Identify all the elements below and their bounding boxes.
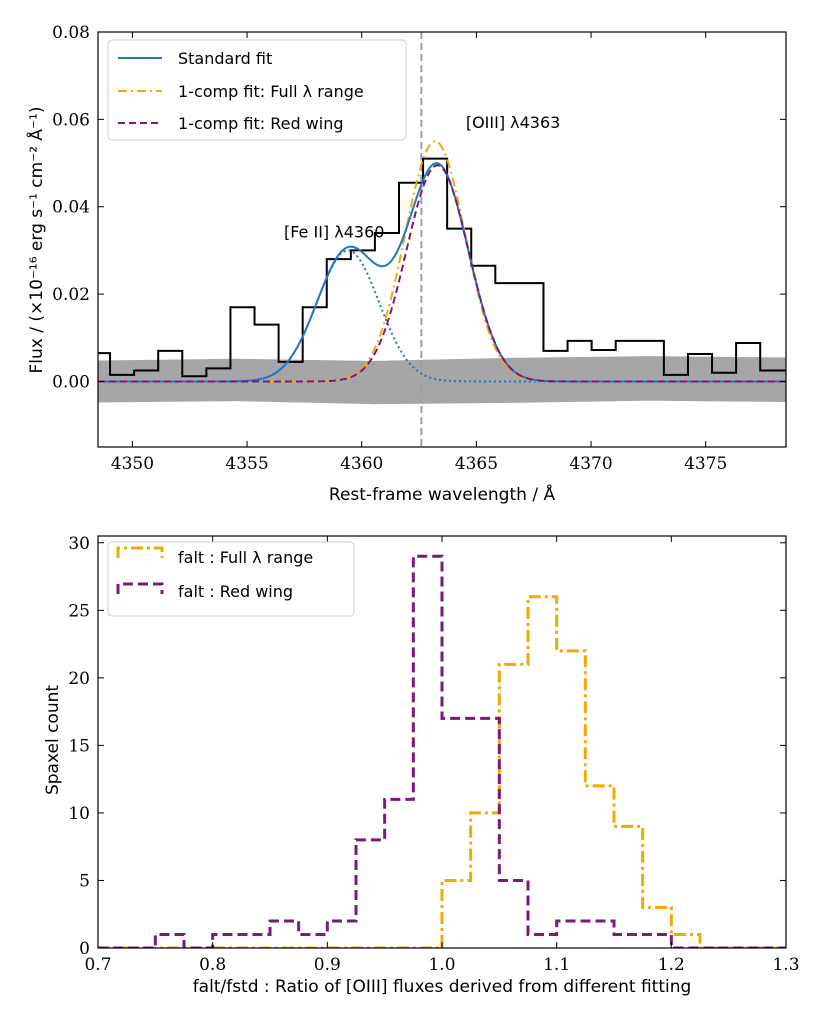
full-range-histogram bbox=[98, 595, 786, 948]
histogram-panel: 0.7 0.8 0.9 1.0 1.1 1.2 1.3 0 5 10 15 20 25 30 falt :… bbox=[43, 534, 800, 997]
histogram-x-tick-label: 1.3 bbox=[772, 955, 799, 975]
spectrum-x-tick-label: 4355 bbox=[225, 454, 268, 474]
spectrum-x-tick-label: 4360 bbox=[340, 454, 383, 474]
spectrum-y-axis-label: Flux / (×10⁻¹⁶ erg s⁻¹ cm⁻² Å⁻¹) bbox=[25, 107, 47, 374]
spectrum-legend-box bbox=[107, 39, 407, 141]
spectrum-x-tick-label: 4375 bbox=[684, 454, 727, 474]
histogram-y-axis-label: Spaxel count bbox=[43, 685, 63, 795]
spectrum-x-axis-label: Rest-frame wavelength / Å bbox=[329, 483, 556, 505]
histogram-legend-box bbox=[107, 541, 355, 617]
histogram-y-tick-label: 0 bbox=[79, 939, 90, 959]
histogram-x-tick-label: 1.0 bbox=[428, 955, 455, 975]
standard-fit-line bbox=[98, 162, 786, 383]
histogram-y-tick-label: 10 bbox=[68, 804, 90, 824]
histogram-x-tick-label: 0.9 bbox=[314, 955, 341, 975]
fe-ii-annotation: [Fe II] λ4360 bbox=[284, 222, 384, 241]
full-range-fit-line bbox=[98, 140, 786, 383]
legend-red-label: 1-comp fit: Red wing bbox=[178, 114, 344, 133]
histogram-legend: falt : Full λ range falt : Red wing bbox=[107, 541, 355, 617]
spectrum-panel: 4350 4355 4360 4365 4370 4375 0.00 0.02 0.04 0.06… bbox=[25, 23, 787, 505]
error-band bbox=[98, 356, 786, 405]
spectrum-y-tick-label: 0.02 bbox=[52, 285, 90, 305]
spectrum-y-tick-label: 0.06 bbox=[52, 110, 90, 130]
spectrum-ticks: 4350 4355 4360 4365 4370 4375 0.00 0.02 0.04 0.06… bbox=[52, 23, 786, 474]
spectrum-x-tick-label: 4370 bbox=[569, 454, 612, 474]
histogram-x-tick-label: 0.8 bbox=[199, 955, 226, 975]
legend-standard-label: Standard fit bbox=[178, 49, 272, 68]
red-wing-fit-line bbox=[98, 164, 786, 383]
spectrum-y-tick-label: 0.00 bbox=[52, 372, 90, 392]
legend-hist-full-swatch bbox=[116, 546, 164, 558]
histogram-y-tick-label: 5 bbox=[79, 871, 90, 891]
histogram-y-tick-label: 15 bbox=[68, 736, 90, 756]
legend-hist-red-swatch bbox=[116, 582, 164, 594]
spectrum-axes-frame bbox=[97, 31, 787, 448]
data-step-line bbox=[98, 157, 786, 378]
legend-hist-full-label: falt : Full λ range bbox=[178, 548, 313, 567]
histogram-y-tick-label: 20 bbox=[68, 669, 90, 689]
red-wing-histogram bbox=[98, 554, 786, 948]
legend-full-label: 1-comp fit: Full λ range bbox=[178, 82, 364, 101]
histogram-x-axis-label: falt/fstd : Ratio of [OIII] fluxes deriv… bbox=[193, 977, 692, 997]
spectrum-legend: Standard fit 1-comp fit: Full λ range 1-… bbox=[107, 39, 407, 141]
spectrum-y-tick-label: 0.08 bbox=[52, 23, 90, 43]
histogram-x-tick-label: 0.7 bbox=[84, 955, 111, 975]
histogram-x-tick-label: 1.1 bbox=[543, 955, 570, 975]
spectrum-y-tick-label: 0.04 bbox=[52, 198, 90, 218]
spectrum-x-tick-label: 4350 bbox=[111, 454, 154, 474]
histogram-ticks: 0.7 0.8 0.9 1.0 1.1 1.2 1.3 0 5 10 15 20 25 30 bbox=[68, 534, 799, 975]
histogram-x-tick-label: 1.2 bbox=[658, 955, 685, 975]
histogram-y-tick-label: 30 bbox=[68, 534, 90, 554]
histogram-y-tick-label: 25 bbox=[68, 601, 90, 621]
legend-hist-red-label: falt : Red wing bbox=[178, 582, 293, 601]
spectrum-x-tick-label: 4365 bbox=[455, 454, 498, 474]
oiii-annotation: [OIII] λ4363 bbox=[466, 113, 561, 132]
